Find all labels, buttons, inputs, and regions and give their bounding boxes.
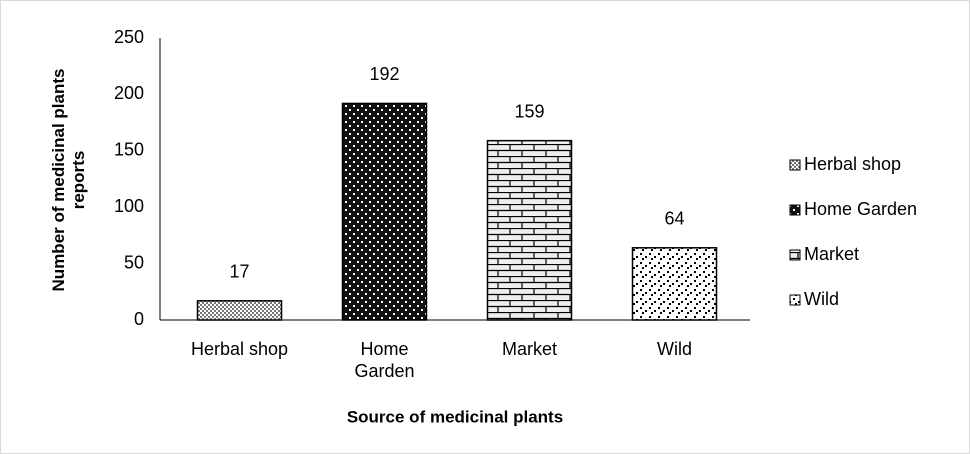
legend-swatch [789,159,801,171]
x-tick-label: Wild [657,339,692,359]
y-tick-label: 200 [114,83,144,103]
data-label: 64 [664,209,684,229]
legend-swatch [789,249,801,261]
y-tick-label: 50 [124,252,144,272]
legend-label: Market [804,244,859,264]
bar [341,102,428,321]
x-tick-label: Market [502,339,557,359]
legend-label: Home Garden [804,199,917,219]
bar [631,247,718,321]
y-tick-label: 150 [114,140,144,160]
data-label: 17 [229,262,249,282]
legend-label: Herbal shop [804,154,901,174]
y-tick-label: 100 [114,196,144,216]
x-tick-label: Herbal shop [191,339,288,359]
bar [196,300,283,321]
legend-label: Wild [804,289,839,309]
legend-swatch [789,294,801,306]
data-label: 192 [369,64,399,84]
x-tick-label: Home Garden [354,339,414,381]
x-axis-label: Source of medicinal plants [347,407,563,426]
data-label: 159 [514,101,544,121]
y-tick-label: 250 [114,27,144,47]
y-axis-label: Number of medicinal plantsreports [49,69,88,292]
bar [486,139,573,321]
y-tick-label: 0 [134,309,144,329]
legend-swatch [789,204,801,216]
